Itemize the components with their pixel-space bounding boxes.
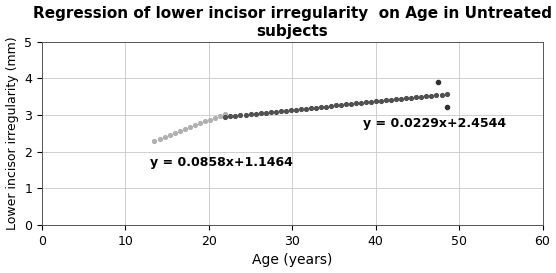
Title: Regression of lower incisor irregularity  on Age in Untreated
subjects: Regression of lower incisor irregularity… <box>33 5 552 39</box>
Text: y = 0.0229x+2.4544: y = 0.0229x+2.4544 <box>363 117 506 130</box>
X-axis label: Age (years): Age (years) <box>252 253 332 268</box>
Text: y = 0.0858x+1.1464: y = 0.0858x+1.1464 <box>150 156 293 168</box>
Y-axis label: Lower incisor irregularity (mm): Lower incisor irregularity (mm) <box>6 37 18 230</box>
